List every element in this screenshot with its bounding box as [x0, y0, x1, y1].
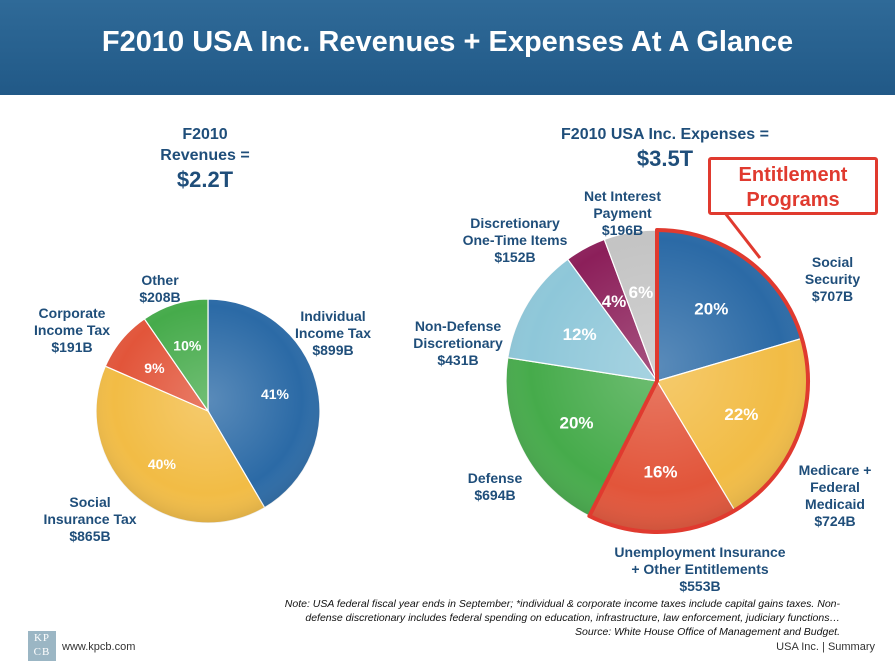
entitlement-highlight: [587, 228, 810, 534]
entitlement-connector: [723, 212, 762, 259]
label-value: $694B: [474, 487, 516, 503]
label-line: Medicare +: [798, 462, 872, 478]
revenue-chart-title: F2010 Revenues = $2.2T: [130, 124, 280, 194]
expense-title-total: $3.5T: [636, 146, 694, 171]
logo-text-top: KP: [33, 632, 51, 644]
label-corporate-income-tax: Corporate Income Tax $191B: [22, 305, 122, 356]
pie-shading: [96, 299, 320, 523]
label-value: $208B: [139, 289, 181, 305]
label-line: Medicaid: [805, 496, 865, 512]
percent-label-corporate-income-tax: 9%: [144, 360, 165, 376]
label-line: Unemployment Insurance: [614, 544, 786, 560]
label-line: Federal: [810, 479, 860, 495]
footnote-line1: Note: USA federal fiscal year ends in Se…: [284, 598, 840, 610]
label-line: Social: [811, 254, 854, 270]
label-social-insurance-tax: Social Insurance Tax $865B: [30, 494, 150, 545]
label-line: Insurance Tax: [43, 511, 137, 527]
footnote-line2: defense discretionary includes federal s…: [305, 612, 840, 624]
percent-label-medicare-federal-medicaid: 22%: [724, 405, 758, 424]
header-bar: F2010 USA Inc. Revenues + Expenses At A …: [0, 0, 895, 95]
label-line: Individual: [300, 308, 366, 324]
revenue-title-total: $2.2T: [176, 167, 234, 192]
entitlement-programs-callout: Entitlement Programs: [708, 157, 878, 215]
percent-label-social-insurance-tax: 40%: [148, 456, 177, 472]
label-unemployment-other-entitlements: Unemployment Insurance + Other Entitleme…: [585, 544, 815, 595]
label-value: $899B: [312, 342, 354, 358]
label-value: $196B: [601, 222, 644, 238]
percent-label-social-security: 20%: [694, 300, 728, 319]
label-line: Corporate: [38, 305, 106, 321]
footnote: Note: USA federal fiscal year ends in Se…: [232, 597, 840, 639]
percent-label-individual-income-tax: 41%: [261, 386, 290, 402]
label-line: Defense: [467, 470, 523, 486]
label-net-interest-payment: Net Interest Payment $196B: [570, 188, 675, 239]
label-line: One-Time Items: [462, 232, 568, 248]
footer-section-label: USA Inc. | Summary: [776, 641, 875, 653]
label-value: $431B: [437, 352, 479, 368]
label-social-security: Social Security $707B: [790, 254, 875, 305]
label-value: $553B: [679, 578, 721, 594]
percent-label-net-interest-payment: 6%: [629, 283, 654, 302]
percent-label-unemployment-insurance-other-entitlements: 16%: [643, 463, 677, 482]
label-line: Non-Defense: [414, 318, 502, 334]
label-one-time-items: Discretionary One-Time Items $152B: [450, 215, 580, 266]
expense-chart-title: F2010 USA Inc. Expenses = $3.5T: [530, 124, 800, 173]
expense-title-line1: F2010 USA Inc. Expenses =: [561, 126, 769, 143]
footer-url[interactable]: www.kpcb.com: [62, 641, 136, 653]
label-line: Other: [141, 272, 179, 288]
label-line: Security: [804, 271, 861, 287]
label-value: $724B: [814, 513, 856, 529]
entitlement-line1: Entitlement: [738, 164, 848, 186]
percent-labels: 41% 40% 9% 10% 20% 22% 16% 20% 12% 4% 6%: [144, 283, 758, 482]
logo-text-bottom: CB: [33, 646, 51, 658]
label-line: Net Interest: [583, 188, 662, 204]
percent-label-defense: 20%: [559, 414, 593, 433]
label-line: Income Tax: [34, 322, 110, 338]
label-line: + Other Entitlements: [631, 561, 769, 577]
label-value: $152B: [494, 249, 536, 265]
percent-label-discretionary-one-time-items: 4%: [602, 292, 627, 311]
label-other: Other $208B: [120, 272, 200, 306]
label-value: $191B: [51, 339, 93, 355]
label-line: Payment: [593, 205, 652, 221]
label-value: $707B: [811, 288, 854, 304]
label-medicare-medicaid: Medicare + Federal Medicaid $724B: [785, 462, 885, 530]
revenue-pie: [95, 298, 321, 524]
label-value: $865B: [69, 528, 111, 544]
entitlement-outline: [587, 228, 810, 534]
revenue-title-line1: F2010: [182, 126, 228, 143]
label-individual-income-tax: Individual Income Tax $899B: [283, 308, 383, 359]
slide-title: F2010 USA Inc. Revenues + Expenses At A …: [101, 26, 794, 58]
kpcb-logo: KP CB: [28, 631, 56, 661]
label-line: Discretionary: [470, 215, 560, 231]
percent-label-non-defense-discretionary: 12%: [563, 325, 597, 344]
label-defense: Defense $694B: [455, 470, 535, 504]
label-non-defense-discretionary: Non-Defense Discretionary $431B: [398, 318, 518, 369]
label-line: Social: [69, 494, 111, 510]
label-line: Discretionary: [413, 335, 503, 351]
footnote-source: Source: White House Office of Management…: [575, 626, 840, 638]
percent-label-other: 10%: [173, 338, 202, 354]
label-line: Income Tax: [295, 325, 371, 341]
entitlement-line2: Programs: [746, 189, 840, 211]
revenue-title-line2: Revenues =: [160, 147, 250, 164]
